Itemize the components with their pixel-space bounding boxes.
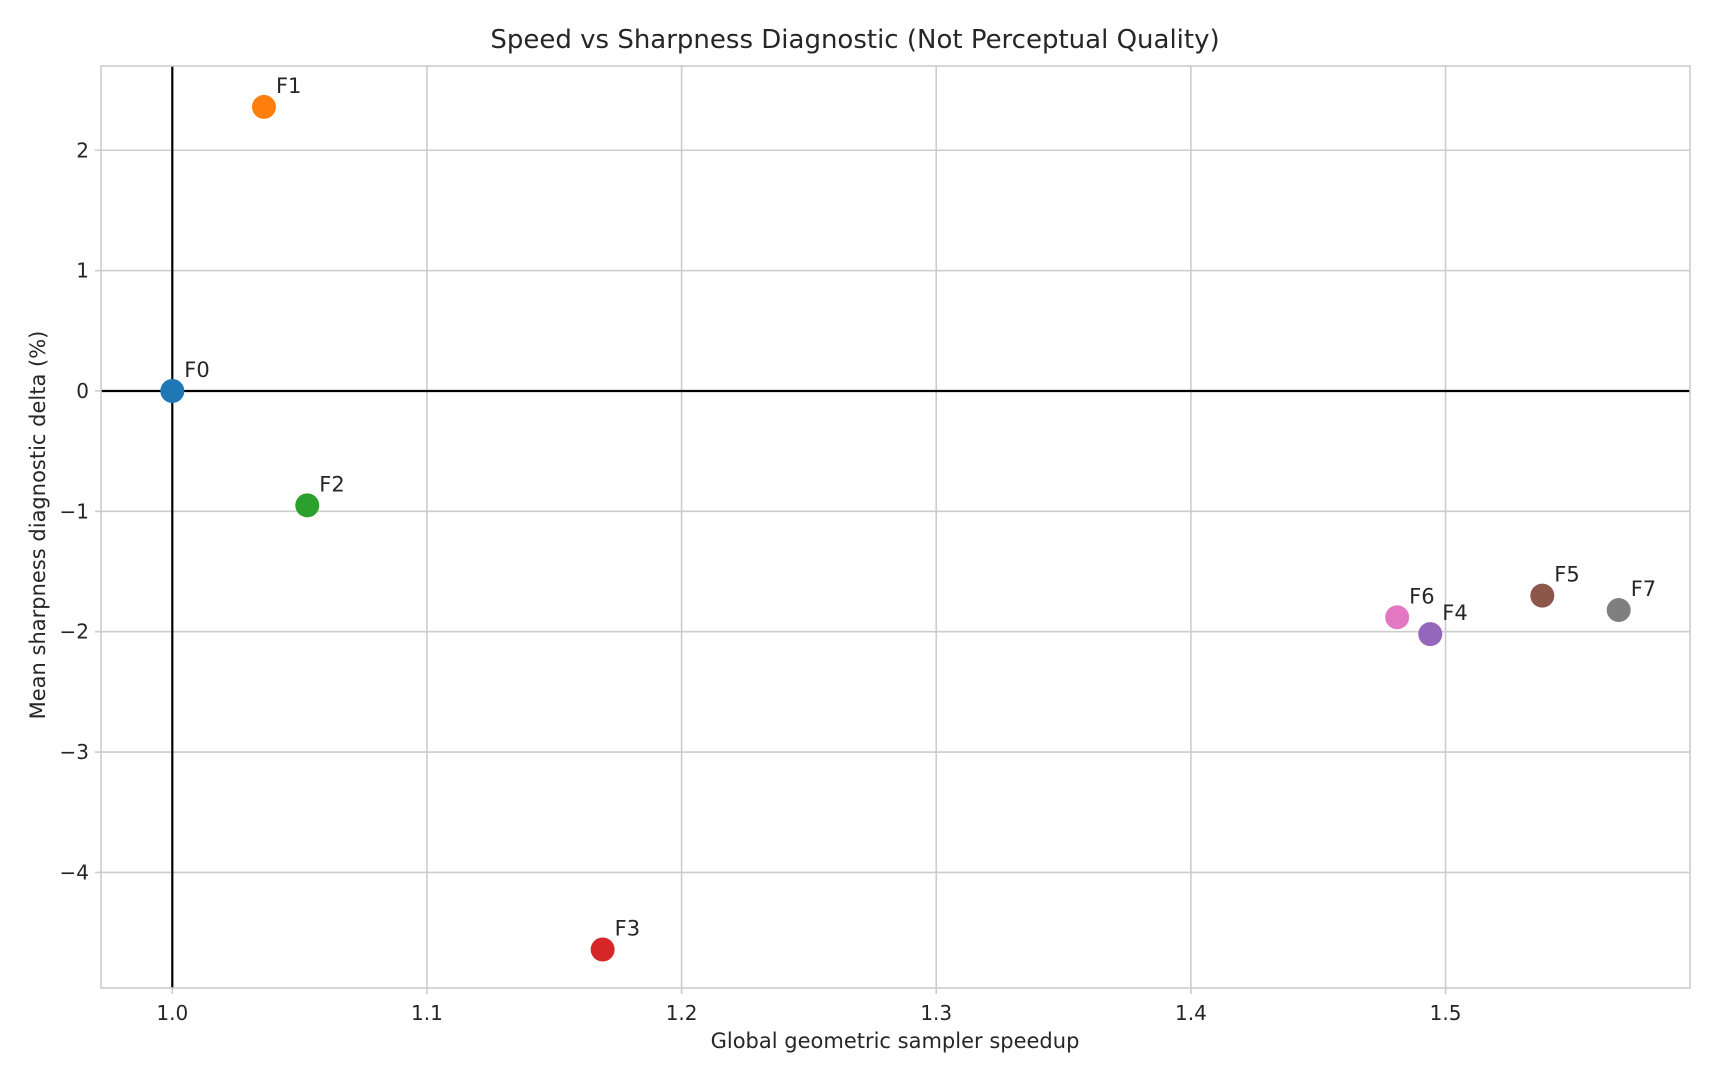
x-tick-label: 1.2 bbox=[666, 1001, 698, 1025]
y-tick-label: 0 bbox=[76, 379, 89, 403]
data-point-f2 bbox=[295, 493, 320, 518]
plot-frame bbox=[100, 65, 1691, 989]
x-tick-label: 1.1 bbox=[411, 1001, 443, 1025]
x-tick-label: 1.0 bbox=[156, 1001, 188, 1025]
point-label-f3: F3 bbox=[615, 916, 640, 940]
data-points: F0 F1 F2 F3 F4 F5 F6 F7 bbox=[160, 74, 1656, 962]
data-point-f1 bbox=[251, 94, 276, 119]
point-label-f1: F1 bbox=[276, 74, 301, 98]
y-axis-label: Mean sharpness diagnostic delta (%) bbox=[26, 331, 50, 720]
data-point-f6 bbox=[1385, 605, 1410, 630]
point-label-f6: F6 bbox=[1409, 584, 1434, 608]
x-axis-ticks: 1.0 1.1 1.2 1.3 1.4 1.5 bbox=[156, 988, 1461, 1025]
point-label-f0: F0 bbox=[184, 358, 209, 382]
y-tick-label: 2 bbox=[76, 138, 89, 162]
point-label-f5: F5 bbox=[1554, 563, 1579, 587]
y-tick-label: −1 bbox=[60, 499, 89, 523]
y-tick-label: −3 bbox=[60, 740, 89, 764]
data-point-f3 bbox=[590, 937, 615, 962]
data-point-f5 bbox=[1530, 583, 1555, 608]
data-point-f7 bbox=[1606, 598, 1631, 623]
point-label-f4: F4 bbox=[1442, 601, 1467, 625]
y-tick-label: −4 bbox=[60, 860, 89, 884]
point-label-f7: F7 bbox=[1631, 577, 1656, 601]
x-tick-label: 1.5 bbox=[1430, 1001, 1462, 1025]
y-axis-ticks: −4 −3 −2 −1 0 1 2 bbox=[60, 138, 101, 884]
x-tick-label: 1.4 bbox=[1175, 1001, 1207, 1025]
grid bbox=[101, 66, 1690, 988]
point-label-f2: F2 bbox=[319, 472, 344, 496]
reference-lines bbox=[101, 66, 1690, 988]
x-tick-label: 1.3 bbox=[920, 1001, 952, 1025]
y-tick-label: 1 bbox=[76, 259, 89, 283]
data-point-f0 bbox=[160, 378, 185, 403]
data-point-f4 bbox=[1418, 622, 1443, 647]
x-axis-label: Global geometric sampler speedup bbox=[711, 1029, 1080, 1053]
y-tick-label: −2 bbox=[60, 620, 89, 644]
chart-title: Speed vs Sharpness Diagnostic (Not Perce… bbox=[490, 25, 1219, 55]
